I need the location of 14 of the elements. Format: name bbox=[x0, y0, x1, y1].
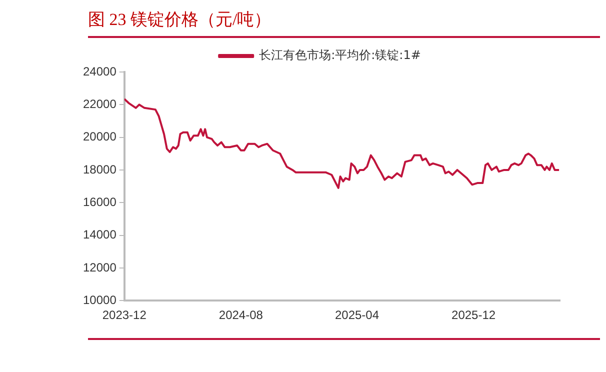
x-tick-label: 2025-12 bbox=[452, 308, 496, 322]
y-tick-label: 20000 bbox=[82, 130, 117, 144]
legend-label: 长江有色市场:平均价:镁锭:1# bbox=[259, 48, 421, 62]
y-tick-label: 10000 bbox=[82, 292, 117, 307]
y-tick-label: 18000 bbox=[82, 162, 117, 176]
y-tick-label: 24000 bbox=[82, 64, 117, 78]
y-tick-label: 22000 bbox=[82, 96, 117, 111]
y-tick-label: 12000 bbox=[82, 260, 117, 274]
y-tick-label: 16000 bbox=[82, 194, 117, 209]
x-tick-label: 2023-12 bbox=[102, 308, 147, 322]
y-tick-label: 14000 bbox=[82, 228, 117, 242]
chart-title: 图 23 镁锭价格（元/吨） bbox=[88, 9, 272, 31]
x-tick-label: 2024-08 bbox=[218, 308, 264, 322]
x-tick-label: 2025-04 bbox=[334, 308, 380, 322]
